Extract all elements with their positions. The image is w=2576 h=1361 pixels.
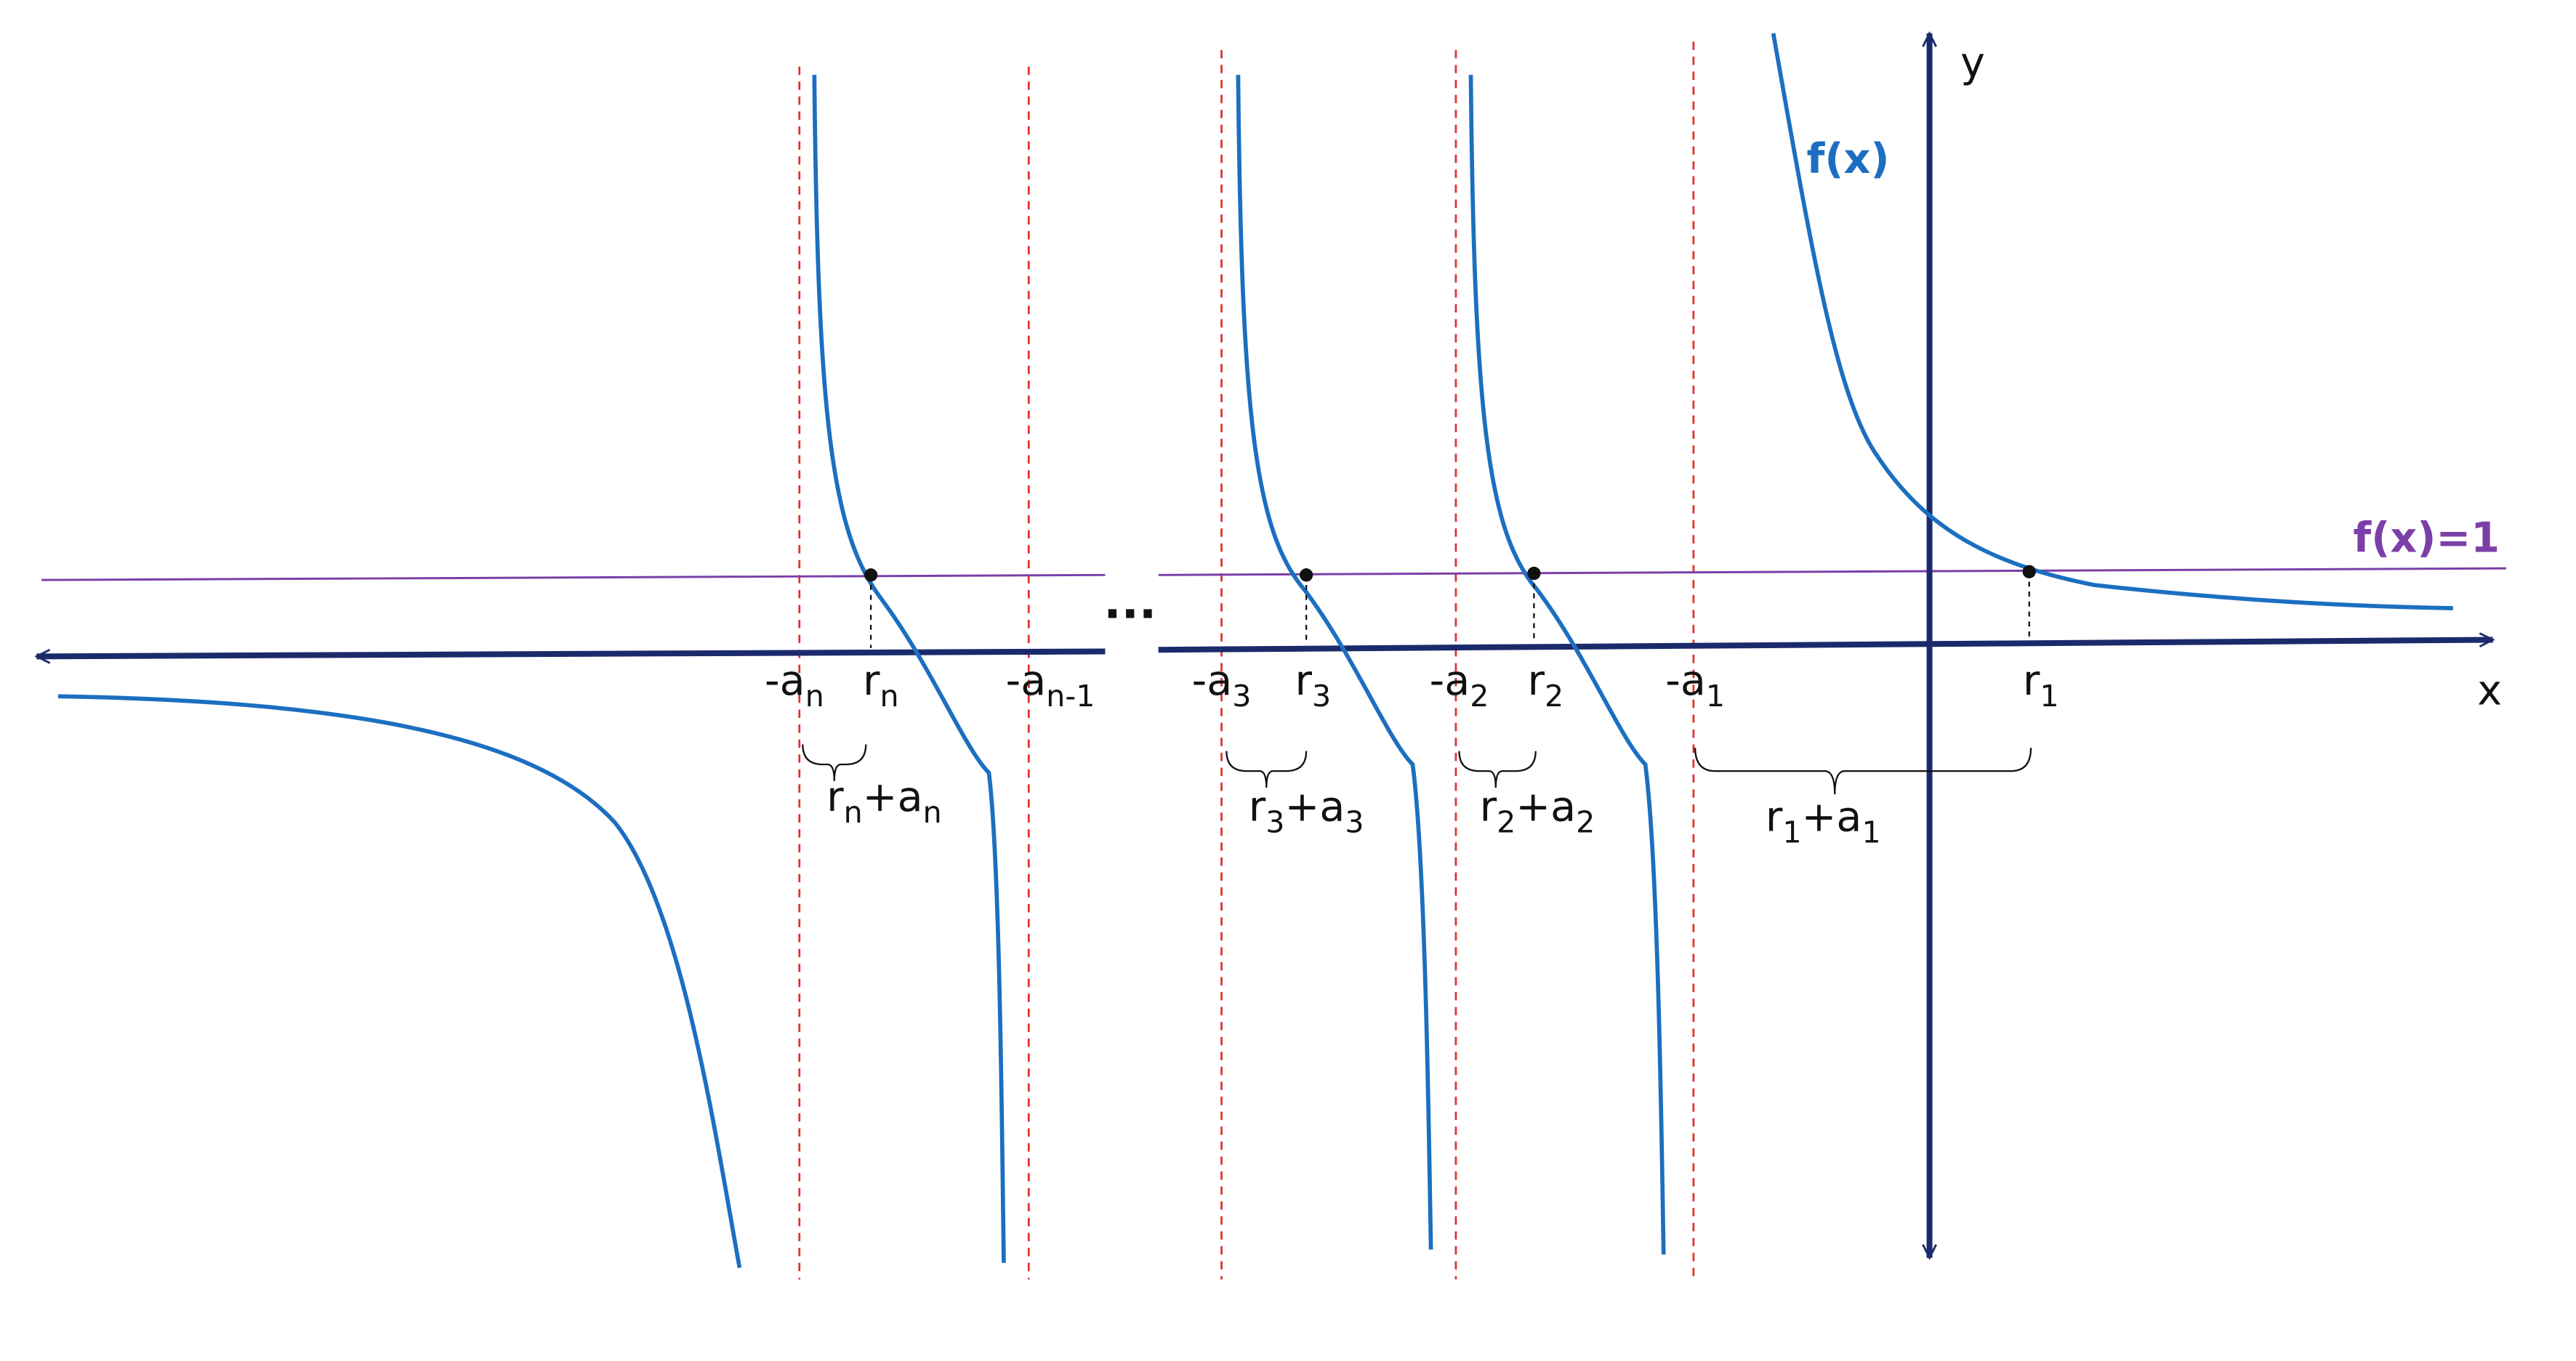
ellipsis: ... <box>1103 576 1156 630</box>
tick-label: r1 <box>2023 657 2059 714</box>
label-part: r <box>1480 783 1497 831</box>
asymptotes <box>798 41 1695 1280</box>
label-part: -a <box>765 657 805 705</box>
label-part: +a <box>1284 783 1345 831</box>
tick-label: -a1 <box>1665 657 1725 714</box>
tick-label: r2 <box>1528 657 1564 714</box>
label-part: -a <box>1430 657 1470 705</box>
curve-label: f(x) <box>1807 135 1890 183</box>
subscript: n-1 <box>1046 679 1095 714</box>
subscript: 3 <box>1265 805 1284 840</box>
subscript: 3 <box>1312 679 1331 714</box>
curve-branch <box>1468 75 1666 1255</box>
label-part: r <box>1528 657 1545 705</box>
label-part: r <box>2023 657 2040 705</box>
tick-label: rn <box>863 657 899 714</box>
axes <box>36 33 2492 1258</box>
subscript: 2 <box>1545 679 1563 714</box>
root-drops <box>869 571 2030 648</box>
root-point <box>2022 565 2036 578</box>
brace-label: r3+a3 <box>1249 783 1364 840</box>
subscript: 2 <box>1497 805 1516 840</box>
x-axis-label: x <box>2477 667 2502 715</box>
x-axis-right <box>1158 639 2493 653</box>
subscript: n <box>880 679 899 714</box>
brace-label: r1+a1 <box>1766 793 1881 849</box>
x-axis-left <box>36 648 1106 656</box>
brace <box>802 744 867 781</box>
subscript: 1 <box>1782 815 1801 849</box>
tick-label: -a3 <box>1192 657 1252 714</box>
root-point <box>864 568 878 582</box>
tick-label: -a2 <box>1430 657 1489 714</box>
line-label: f(x)=1 <box>2353 514 2500 562</box>
label-part: r <box>863 657 880 705</box>
label-part: +a <box>1516 783 1576 831</box>
subscript: 3 <box>1232 679 1251 714</box>
level-line <box>41 567 2506 581</box>
tick-label: -an-1 <box>1006 657 1095 714</box>
label-part: r <box>1295 657 1312 705</box>
brace <box>1225 751 1308 788</box>
label-part: +a <box>863 773 923 821</box>
roots <box>864 565 2036 582</box>
subscript: 1 <box>1706 679 1725 714</box>
subscript: n <box>805 679 824 714</box>
curve-branch <box>57 694 742 1269</box>
curve-branch <box>1236 75 1433 1250</box>
curve-branch <box>1771 33 2453 610</box>
label-part: r <box>1249 783 1266 831</box>
root-point <box>1527 566 1541 581</box>
curve-branch <box>812 75 1006 1263</box>
braces <box>802 744 2032 795</box>
label-part: -a <box>1192 657 1233 705</box>
subscript: n <box>844 795 863 830</box>
label-part: -a <box>1006 657 1047 705</box>
subscript: 2 <box>1576 805 1595 840</box>
label-part: r <box>826 773 844 821</box>
level-line-left <box>41 573 1106 581</box>
y-axis-label: y <box>1960 39 1985 86</box>
subscript: 3 <box>1345 805 1364 840</box>
label-part: r <box>1766 793 1783 841</box>
curves <box>57 33 2453 1269</box>
brace-label: rn+an <box>826 773 942 830</box>
subscript: 1 <box>1861 815 1880 849</box>
tick-label: -an <box>765 657 824 714</box>
subscript: 2 <box>1470 679 1489 714</box>
label-part: +a <box>1802 793 1862 841</box>
subscript: n <box>923 795 942 830</box>
brace-label: r2+a2 <box>1480 783 1595 840</box>
root-point <box>1300 568 1313 582</box>
tick-label: r3 <box>1295 657 1331 714</box>
subscript: 1 <box>2040 679 2058 714</box>
brace <box>1458 751 1537 788</box>
brace <box>1694 748 2032 795</box>
level-line-right <box>1158 567 2506 576</box>
label-part: -a <box>1665 657 1706 705</box>
